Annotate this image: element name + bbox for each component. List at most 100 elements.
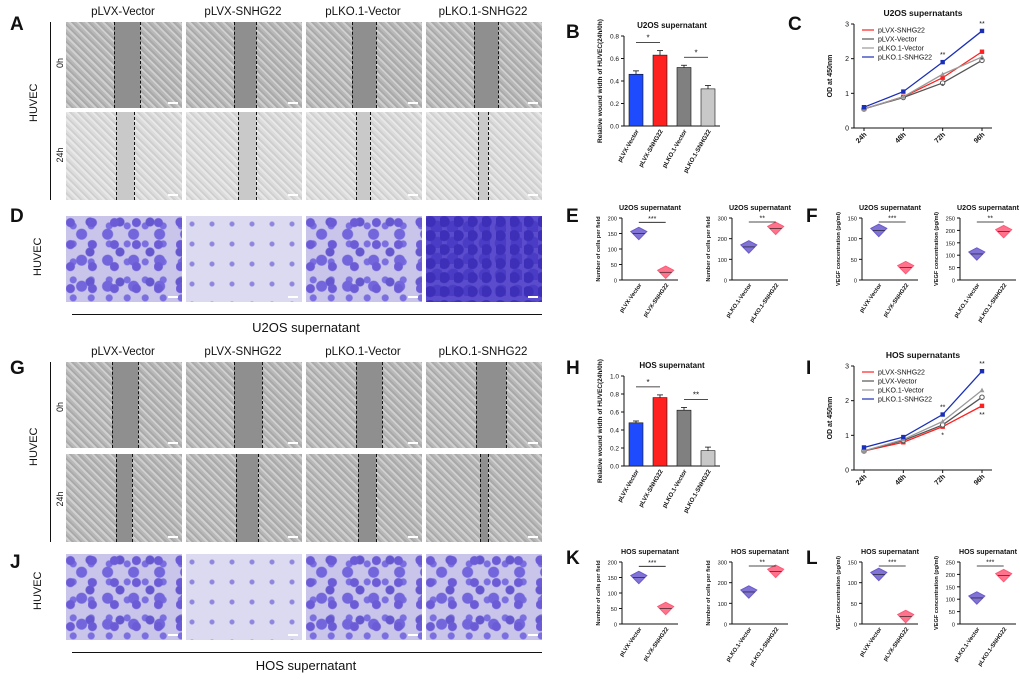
panel-letter-i: I xyxy=(806,358,812,379)
bracket-line-a xyxy=(50,22,51,200)
chart-C-title: U2OS supernatants xyxy=(884,8,963,18)
chart-C-point xyxy=(861,105,867,110)
chart-K1-ytick-label: 200 xyxy=(608,561,617,567)
column-title-plvx-snhg22: pLVX-SNHG22 xyxy=(204,6,282,18)
wound-image-g-0h-2 xyxy=(186,362,302,448)
chart-E1-ytick-label: 50 xyxy=(611,263,617,269)
chart-I-annotation: ** xyxy=(940,405,946,412)
chart-F1-ytick-label: 0 xyxy=(854,279,857,285)
chart-C-annotation: ** xyxy=(940,52,946,59)
chart-C-point xyxy=(901,89,906,94)
huvec-label-a: HUVEC xyxy=(28,83,40,122)
chart-K2-xtick-label: pLKO.1-SNHG22 xyxy=(749,627,780,668)
wound-image-a-24h-3 xyxy=(306,112,422,200)
chart-I-annotation: ** xyxy=(979,361,985,368)
chart-I-point xyxy=(901,434,906,440)
chart-K2-ylabel: Number of cells per field xyxy=(706,560,712,626)
chart-E2-ytick-label: 300 xyxy=(718,217,727,223)
chart-L1-xtick-label: pLVX-SNHG22 xyxy=(883,627,911,663)
chart-I-ytick-label: 0 xyxy=(845,468,849,475)
chart-E1-sig-label: *** xyxy=(648,216,656,223)
chart-I-legend-label: pLKO.1-SNHG22 xyxy=(878,397,932,404)
chart-e2-violin: 0 100 200 300 Number of cells per field U2OS … xyxy=(706,204,792,324)
chart-E1-ylabel: Number of cells per field xyxy=(596,216,602,282)
wound-image-g-0h-3 xyxy=(306,362,422,448)
chart-C-legend-label: pLVX-SNHG22 xyxy=(878,28,925,35)
chart-B-xtick-label: pLVX-SNHG22 xyxy=(638,128,665,169)
chart-I-annotation: * xyxy=(941,433,944,440)
wound-image-a-0h-4 xyxy=(426,22,542,108)
transwell-image-j-1 xyxy=(66,554,182,640)
row-label-24h-g: 24h xyxy=(55,491,65,507)
chart-I-legend-label: pLVX-Vector xyxy=(878,379,917,386)
panel-letter-e: E xyxy=(566,206,579,227)
chart-F2-xtick-label: pLKO.1-Vector xyxy=(953,282,981,319)
chart-H-ytick-label: 0.2 xyxy=(610,446,619,453)
wound-image-g-0h-4 xyxy=(426,362,542,448)
chart-k1-violin: 0 50 100 150 200 Number of cells per field HOS… xyxy=(596,548,680,663)
chart-L2-xtick-label: pLKO.1-Vector xyxy=(953,626,981,663)
chart-E2-sig-label: ** xyxy=(760,216,766,223)
chart-F2-ytick-label: 150 xyxy=(946,241,955,247)
chart-I-legend-label: pLVX-SNHG22 xyxy=(878,370,925,377)
chart-F1-ytick-label: 50 xyxy=(851,258,857,264)
chart-I-point xyxy=(940,418,946,424)
chart-H-xtick-label: pLVX-SNHG22 xyxy=(638,468,665,509)
chart-L2-xtick-label: pLKO.1-SNHG22 xyxy=(977,627,1008,668)
huvec-label-g: HUVEC xyxy=(28,427,40,466)
wound-image-a-0h-3 xyxy=(306,22,422,108)
chart-C-xtick-label: 24h xyxy=(855,131,868,144)
chart-E2-xtick-label: pLKO.1-SNHG22 xyxy=(749,283,780,324)
chart-K2-ytick-label: 300 xyxy=(718,561,727,567)
column-title-plko-vector: pLKO.1-Vector xyxy=(325,6,401,18)
chart-I-ytick-label: 2 xyxy=(845,398,849,405)
chart-L2-ytick-label: 150 xyxy=(946,585,955,591)
chart-H-bar xyxy=(628,422,644,467)
chart-L2-ylabel: VEGF concentration (pg/ml) xyxy=(934,556,940,630)
chart-I-series-line xyxy=(863,370,983,449)
chart-C-point xyxy=(979,54,985,59)
chart-I-ytick-label: 1 xyxy=(845,433,849,440)
chart-E1-title: U2OS supernatant xyxy=(619,204,682,212)
chart-F1-xtick-label: pLVX-Vector xyxy=(859,282,884,314)
bracket-line-g xyxy=(50,362,51,542)
chart-B-ylabel: Relative wound width of HUVEC(24h/0h) xyxy=(597,19,604,143)
chart-L1-ytick-label: 0 xyxy=(854,623,857,629)
chart-H-ylabel: Relative wound width of HUVEC(24h/0h) xyxy=(597,359,604,483)
column-title-plko-snhg22: pLKO.1-SNHG22 xyxy=(438,6,528,18)
panel-letter-b: B xyxy=(566,22,580,43)
huvec-label-j: HUVEC xyxy=(32,571,44,610)
chart-C-xtick-label: 96h xyxy=(973,131,986,144)
transwell-image-d-1 xyxy=(66,216,182,302)
chart-K2-ytick-label: 200 xyxy=(718,581,727,587)
chart-C-legend-label: pLKO.1-SNHG22 xyxy=(878,55,932,62)
chart-B-bar xyxy=(700,88,716,127)
chart-f2-violin: 0 50 100 150 200 250 VEGF concentration (pg/ml… xyxy=(934,204,1020,324)
chart-H-bar xyxy=(700,450,716,467)
chart-B-ytick-label: 0.4 xyxy=(610,79,619,86)
transwell-image-j-3 xyxy=(306,554,422,640)
chart-F1-sig-label: *** xyxy=(888,216,896,223)
chart-F2-xtick-label: pLKO.1-SNHG22 xyxy=(977,283,1008,324)
chart-C-point xyxy=(940,71,946,77)
chart-L2-title: HOS supernatant xyxy=(959,548,1018,556)
chart-l1-violin: 0 50 100 150 VEGF concentration (pg/ml) HOS s… xyxy=(836,548,920,663)
chart-I-title: HOS supernatants xyxy=(886,350,960,360)
chart-I-series-line xyxy=(863,389,983,452)
chart-C-point xyxy=(939,80,946,86)
chart-e1-violin: 0 50 100 150 200 Number of cells per field U2O… xyxy=(596,204,682,319)
chart-F1-ylabel: VEGF concentration (pg/ml) xyxy=(836,212,842,286)
panel-letter-f: F xyxy=(806,206,818,227)
chart-I-point xyxy=(861,448,867,453)
chart-C-ytick-label: 1 xyxy=(845,91,849,98)
chart-F1-ytick-label: 150 xyxy=(848,217,857,223)
chart-E1-ytick-label: 0 xyxy=(614,279,617,285)
panel-letter-g: G xyxy=(10,358,25,379)
chart-E2-xtick-label: pLKO.1-Vector xyxy=(725,282,753,319)
chart-K1-xtick-label: pLVX-Vector xyxy=(619,626,644,658)
chart-H-sig-label: * xyxy=(646,378,649,387)
chart-I-point xyxy=(979,403,985,409)
chart-C-point xyxy=(979,49,985,54)
chart-C-ytick-label: 0 xyxy=(845,126,849,133)
chart-C-annotation: * xyxy=(981,58,984,65)
